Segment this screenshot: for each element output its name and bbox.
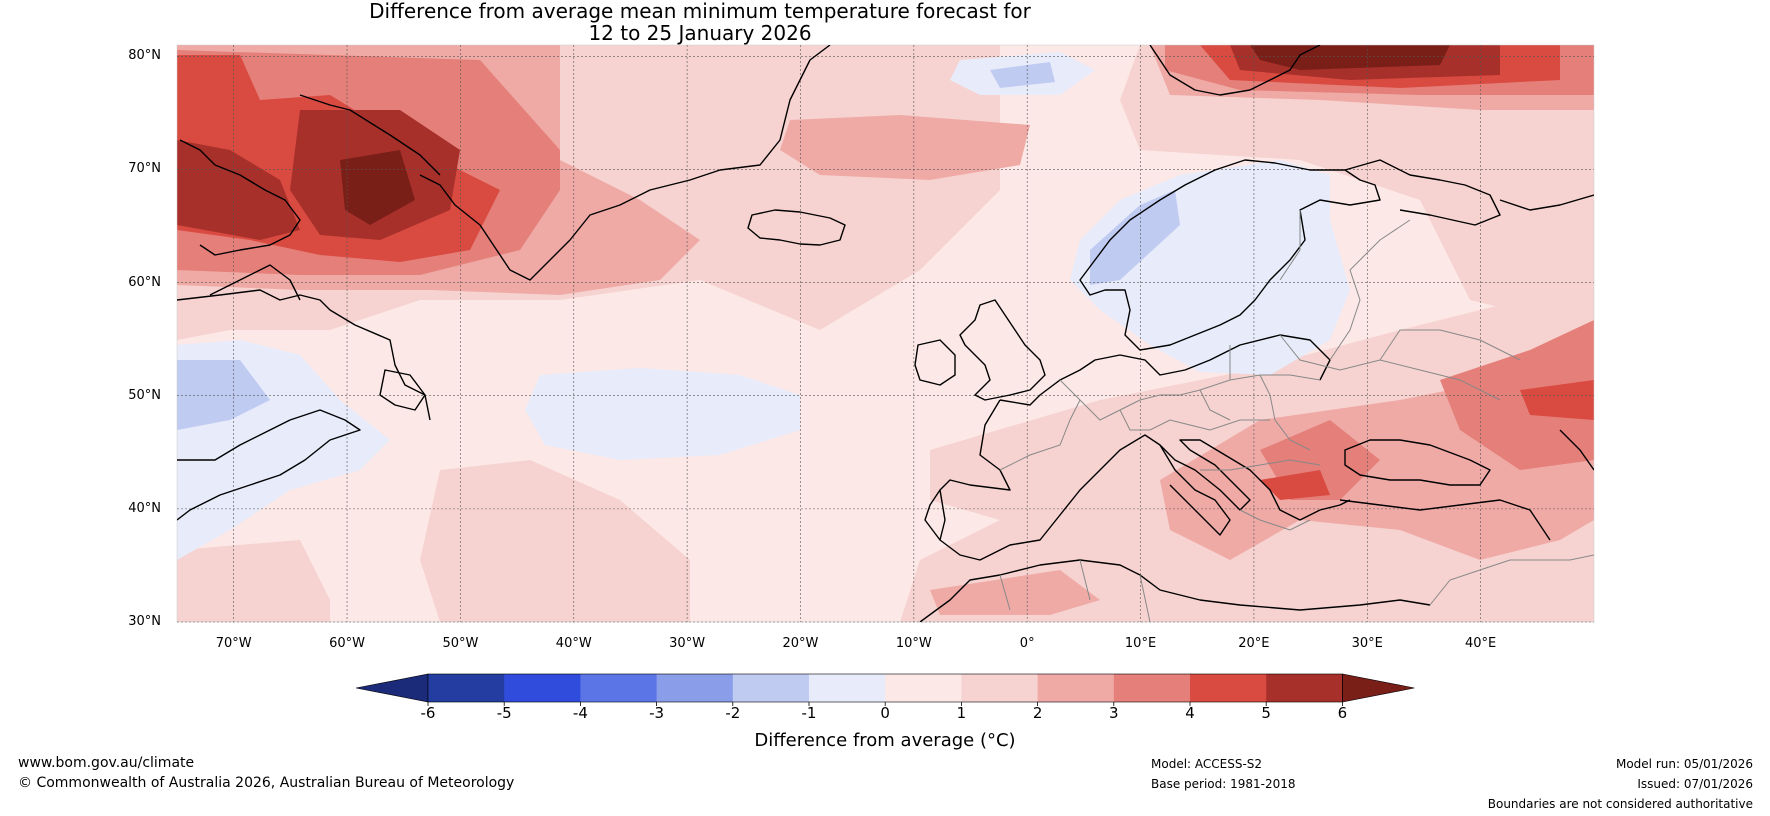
colorbar-tick-label: 5 bbox=[1261, 704, 1271, 722]
longitude-label: 20°W bbox=[782, 636, 819, 651]
colorbar-segment bbox=[809, 674, 886, 702]
colorbar-segment bbox=[961, 674, 1039, 702]
anomaly-region bbox=[930, 570, 1100, 615]
longitude-label: 40°E bbox=[1464, 636, 1497, 651]
colorbar-tick-label: 2 bbox=[1032, 704, 1043, 722]
iberia-coast bbox=[924, 489, 941, 541]
colorbar-tick-label: -5 bbox=[496, 704, 512, 722]
greenland-west-coast bbox=[299, 94, 441, 176]
colorbar bbox=[355, 673, 1415, 706]
colorbar-segment bbox=[656, 674, 734, 702]
colorbar-tick-label: -3 bbox=[649, 704, 665, 722]
model-text: Model: ACCESS-S2 bbox=[1151, 757, 1263, 771]
coastlines bbox=[177, 45, 1594, 622]
longitude-label: 10°W bbox=[895, 636, 932, 651]
anomaly-region bbox=[177, 360, 270, 430]
longitude-label: 0° bbox=[1019, 636, 1035, 651]
russia-north-coast bbox=[1344, 159, 1594, 226]
italy-coast bbox=[1159, 444, 1231, 536]
colorbar-segment bbox=[1113, 674, 1191, 702]
turkey-coast bbox=[1339, 499, 1551, 541]
latitude-label: 80°N bbox=[128, 48, 161, 64]
colorbar-tick-label: -6 bbox=[420, 704, 436, 722]
colorbar-label: Difference from average (°C) bbox=[754, 730, 1016, 751]
longitude-label: 70°W bbox=[215, 636, 252, 651]
colorbar-under-triangle bbox=[355, 673, 429, 703]
nova-scotia-coast bbox=[177, 409, 361, 521]
anomaly-region bbox=[525, 368, 800, 460]
colorbar-segment bbox=[504, 674, 581, 702]
anomaly-region bbox=[340, 150, 415, 225]
base-period-text: Base period: 1981-2018 bbox=[1151, 777, 1296, 791]
longitude-label: 60°W bbox=[329, 636, 365, 651]
anomaly-region bbox=[177, 140, 300, 240]
longitude-label: 10°E bbox=[1124, 636, 1157, 651]
anomaly-shading bbox=[177, 45, 1594, 622]
colorbar-segment bbox=[732, 674, 810, 702]
map-title-line1: Difference from average mean minimum tem… bbox=[369, 0, 1031, 23]
newfoundland-coast bbox=[379, 369, 426, 411]
anomaly-region bbox=[990, 62, 1055, 88]
anomaly-region bbox=[1120, 45, 1594, 330]
anomaly-region bbox=[1260, 470, 1330, 500]
anomaly-region bbox=[780, 115, 1030, 180]
iceland-coast bbox=[747, 209, 846, 246]
website-link[interactable]: www.bom.gov.au/climate bbox=[18, 755, 195, 771]
scandinavia-coast bbox=[1079, 159, 1381, 351]
latitude-label: 30°N bbox=[128, 614, 161, 629]
colorbar-tick-label: 1 bbox=[956, 704, 967, 722]
disclaimer-text: Boundaries are not considered authoritat… bbox=[1487, 797, 1753, 811]
longitude-label: 30°W bbox=[669, 636, 706, 651]
latitude-label: 70°N bbox=[128, 161, 161, 177]
issued-text: Issued: 07/01/2026 bbox=[1637, 777, 1753, 791]
anomaly-region bbox=[1440, 320, 1594, 470]
latitude-label: 50°N bbox=[128, 387, 161, 403]
colorbar-tick-label: -2 bbox=[725, 704, 741, 722]
colorbar-tick-label: 3 bbox=[1109, 704, 1119, 722]
colorbar-segment bbox=[885, 674, 962, 702]
longitude-label: 30°E bbox=[1351, 636, 1383, 651]
map-title-line2: 12 to 25 January 2026 bbox=[588, 21, 812, 45]
labrador-coast bbox=[177, 264, 431, 421]
longitude-label: 40°W bbox=[555, 636, 592, 651]
graticule bbox=[177, 45, 1594, 623]
colorbar-tick-label: 6 bbox=[1337, 704, 1348, 722]
svalbard-coast bbox=[1149, 45, 1321, 96]
latitude-label: 60°N bbox=[128, 274, 161, 290]
anomaly-region bbox=[1250, 45, 1450, 70]
country-boundaries bbox=[999, 210, 1594, 622]
colorbar-segment bbox=[1037, 674, 1115, 702]
colorbar-tick-label: 4 bbox=[1185, 704, 1195, 722]
copyright-text: © Commonwealth of Australia 2026, Austra… bbox=[18, 775, 515, 791]
colorbar-over-triangle bbox=[1342, 673, 1415, 703]
colorbar-tick-label: 0 bbox=[880, 704, 890, 722]
uk-coast bbox=[959, 299, 1046, 401]
colorbar-segment bbox=[1266, 674, 1343, 702]
black-sea-coast bbox=[1344, 439, 1491, 486]
colorbar-tick-label: -4 bbox=[572, 704, 588, 722]
caspian-coast bbox=[1559, 429, 1594, 471]
latitude-label: 40°N bbox=[128, 500, 161, 516]
anomaly-region bbox=[177, 540, 330, 622]
colorbar-segment bbox=[1190, 674, 1267, 702]
longitude-label: 20°E bbox=[1238, 636, 1270, 651]
ireland-coast bbox=[914, 339, 956, 386]
anomaly-region bbox=[1090, 190, 1180, 285]
model-run-text: Model run: 05/01/2026 bbox=[1615, 757, 1753, 771]
longitude-label: 50°W bbox=[442, 636, 479, 651]
anomaly-region bbox=[420, 460, 690, 622]
colorbar-segment bbox=[428, 674, 505, 702]
greenland-coast bbox=[179, 45, 831, 281]
colorbar-tick-label: -1 bbox=[801, 704, 817, 722]
anomaly-region bbox=[1520, 380, 1594, 420]
colorbar-segment bbox=[580, 674, 658, 702]
